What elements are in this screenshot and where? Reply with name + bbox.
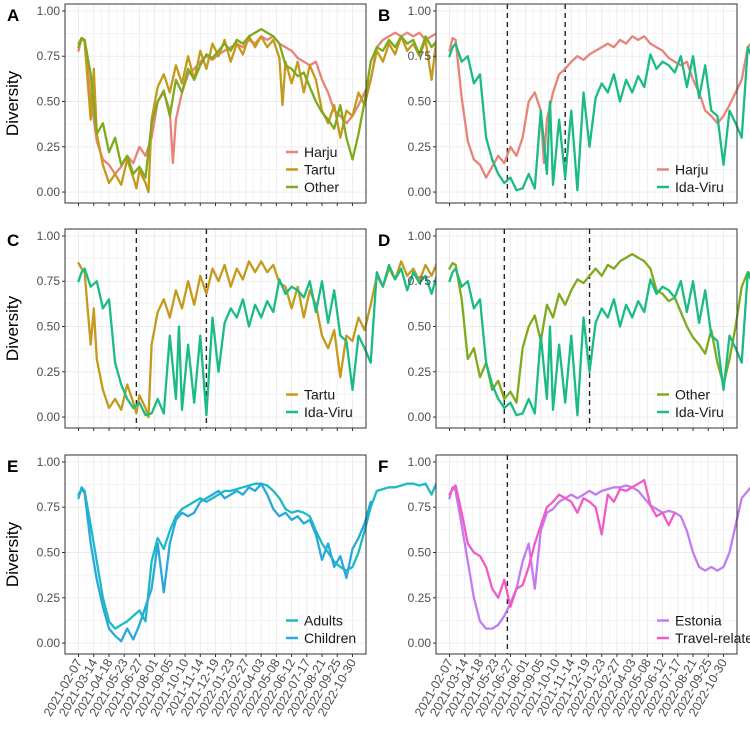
y-tick-label: 0.75 bbox=[37, 274, 61, 288]
y-tick-label: 0.00 bbox=[408, 410, 432, 424]
legend-label: Children bbox=[304, 630, 356, 646]
panel-letter: F bbox=[378, 457, 388, 476]
y-tick-label: 0.75 bbox=[408, 500, 432, 514]
y-tick-label: 0.50 bbox=[408, 95, 432, 109]
y-tick-label: 0.25 bbox=[37, 591, 61, 605]
legend-label: Other bbox=[304, 179, 339, 195]
panel-letter: E bbox=[7, 457, 18, 476]
panel-letter: C bbox=[7, 231, 19, 250]
legend-label: Tartu bbox=[304, 162, 335, 178]
panel-letter: A bbox=[7, 6, 19, 25]
y-tick-label: 0.50 bbox=[408, 546, 432, 560]
y-tick-label: 0.25 bbox=[408, 365, 432, 379]
y-tick-label: 0.00 bbox=[37, 410, 61, 424]
legend-label: Harju bbox=[304, 144, 337, 160]
y-tick-label: 0.75 bbox=[408, 274, 432, 288]
y-tick-label: 0.50 bbox=[37, 95, 61, 109]
y-tick-label: 1.00 bbox=[37, 229, 61, 243]
y-tick-label: 1.00 bbox=[37, 4, 61, 18]
legend-label: Other bbox=[675, 387, 710, 403]
panel-letter: D bbox=[378, 231, 390, 250]
y-tick-label: 0.50 bbox=[408, 320, 432, 334]
y-tick-label: 0.50 bbox=[37, 320, 61, 334]
y-axis-title: Diversity bbox=[3, 521, 22, 587]
y-tick-label: 0.75 bbox=[408, 49, 432, 63]
legend-label: Estonia bbox=[675, 613, 722, 629]
y-tick-label: 1.00 bbox=[37, 455, 61, 469]
y-tick-label: 1.00 bbox=[408, 4, 432, 18]
y-tick-label: 0.00 bbox=[408, 185, 432, 199]
y-axis-title: Diversity bbox=[3, 70, 22, 136]
y-tick-label: 0.25 bbox=[37, 140, 61, 154]
y-tick-label: 0.25 bbox=[408, 140, 432, 154]
legend-label: Ida-Viru bbox=[675, 404, 724, 420]
y-tick-label: 0.25 bbox=[408, 591, 432, 605]
y-tick-label: 0.50 bbox=[37, 546, 61, 560]
legend-label: Ida-Viru bbox=[675, 179, 724, 195]
panel-letter: B bbox=[378, 6, 390, 25]
y-tick-label: 1.00 bbox=[408, 229, 432, 243]
legend-label: Adults bbox=[304, 613, 343, 629]
y-tick-label: 0.75 bbox=[37, 49, 61, 63]
y-axis-title: Diversity bbox=[3, 295, 22, 361]
legend-label: Tartu bbox=[304, 387, 335, 403]
legend-label: Travel-related bbox=[675, 630, 750, 646]
y-tick-label: 0.25 bbox=[37, 365, 61, 379]
y-tick-label: 1.00 bbox=[408, 455, 432, 469]
y-tick-label: 0.00 bbox=[408, 636, 432, 650]
y-tick-label: 0.00 bbox=[37, 636, 61, 650]
y-tick-label: 0.00 bbox=[37, 185, 61, 199]
legend-label: Ida-Viru bbox=[304, 404, 353, 420]
y-tick-label: 0.75 bbox=[37, 500, 61, 514]
legend-label: Harju bbox=[675, 162, 708, 178]
